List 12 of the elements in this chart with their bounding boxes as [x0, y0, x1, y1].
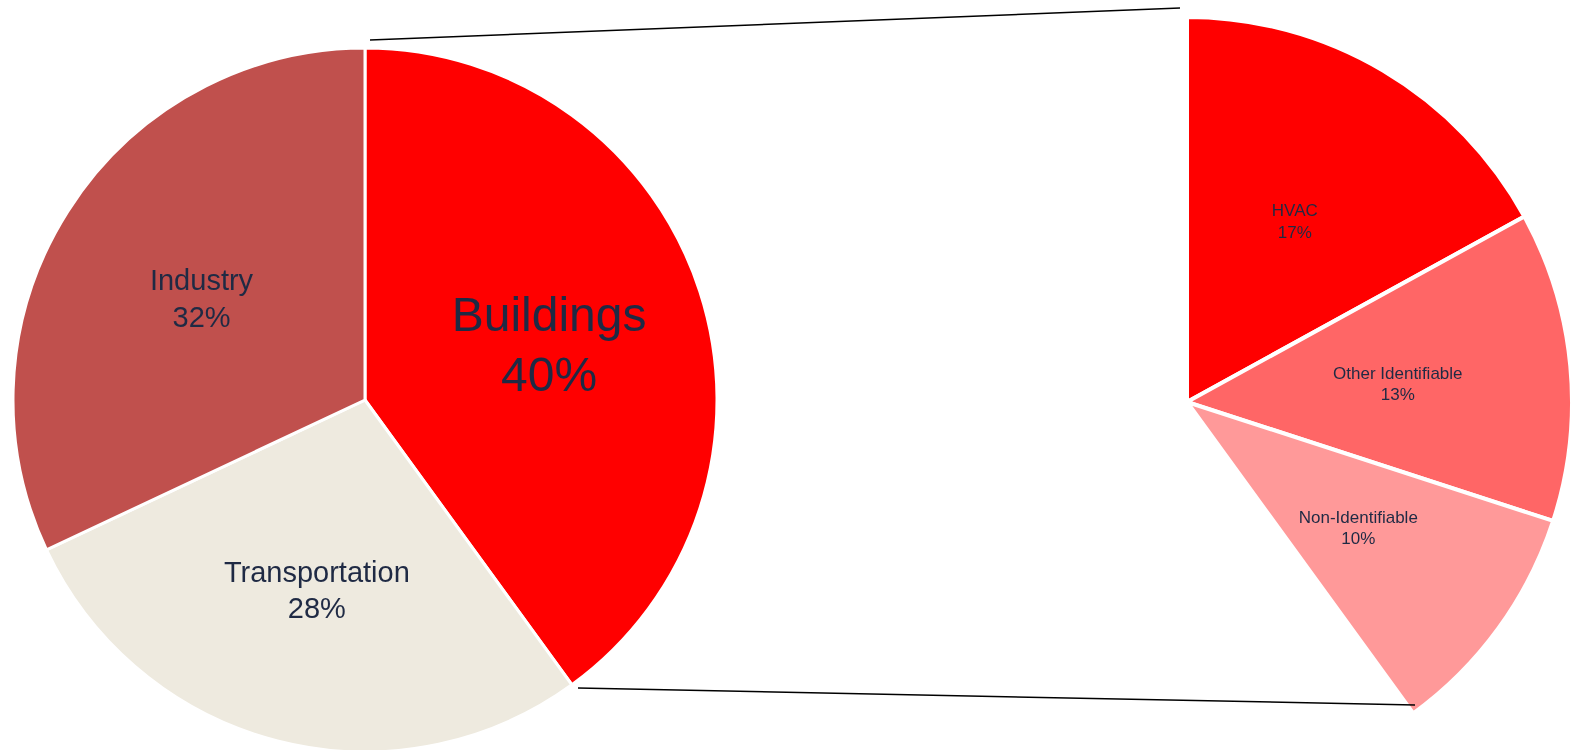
data-label: 13% — [1380, 384, 1415, 404]
data-label: 40% — [501, 347, 598, 401]
data-label: 17% — [1277, 222, 1312, 242]
slice-label: Non-Identifiable — [1298, 508, 1418, 528]
data-label: 28% — [287, 591, 346, 624]
slice-label: Other Identifiable — [1333, 363, 1463, 383]
slice-label: HVAC — [1271, 201, 1318, 221]
slice-label: Buildings — [451, 287, 647, 341]
data-label: 10% — [1341, 529, 1376, 549]
slice-label: Industry — [149, 264, 254, 297]
slice-label: Transportation — [223, 555, 410, 588]
data-label: 32% — [172, 300, 231, 333]
